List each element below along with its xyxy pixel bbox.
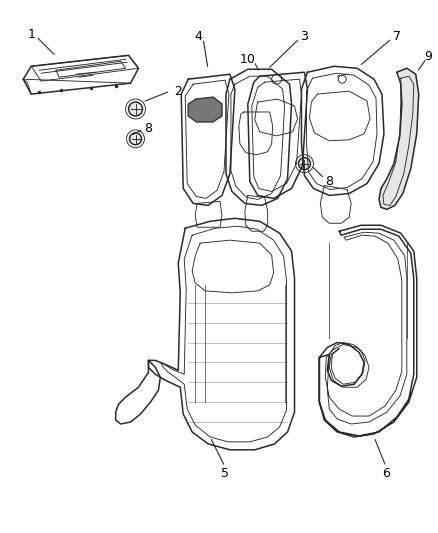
Text: 8: 8 <box>325 175 333 188</box>
Text: 9: 9 <box>425 50 433 63</box>
Text: 10: 10 <box>240 53 256 66</box>
Circle shape <box>129 102 142 116</box>
Text: 8: 8 <box>145 123 152 135</box>
Text: 1: 1 <box>27 28 35 41</box>
Text: 7: 7 <box>393 30 401 43</box>
Text: 4: 4 <box>194 30 202 43</box>
Text: 3: 3 <box>300 30 308 43</box>
Polygon shape <box>188 97 222 122</box>
Text: 5: 5 <box>221 467 229 480</box>
Text: 2: 2 <box>174 85 182 98</box>
Circle shape <box>298 158 311 169</box>
Text: 6: 6 <box>382 467 390 480</box>
Polygon shape <box>379 68 419 209</box>
Circle shape <box>130 133 141 145</box>
